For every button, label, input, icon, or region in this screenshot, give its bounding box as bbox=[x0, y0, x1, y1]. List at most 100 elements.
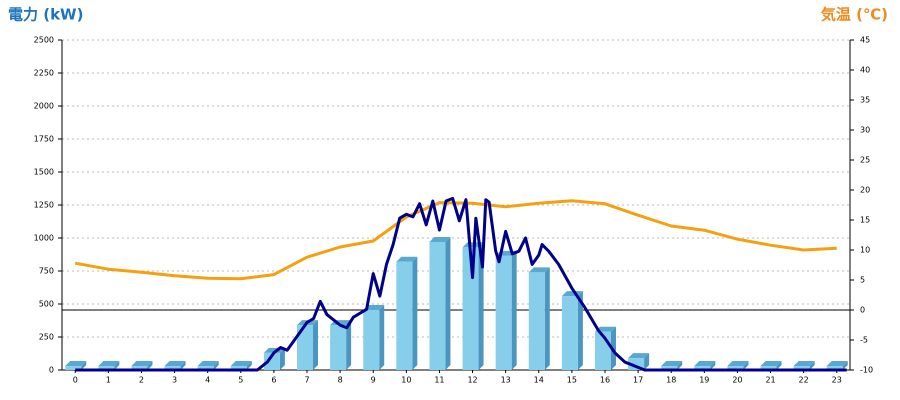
line bbox=[74, 199, 837, 281]
x-tick-label: 11 bbox=[434, 376, 444, 385]
bar-side bbox=[809, 361, 815, 370]
bar bbox=[230, 366, 247, 370]
bar-side bbox=[81, 361, 87, 370]
bar bbox=[396, 261, 413, 370]
x-tick-label: 21 bbox=[765, 376, 775, 385]
bar-side bbox=[379, 304, 385, 370]
x-tick-label: 15 bbox=[567, 376, 577, 385]
bar bbox=[462, 247, 479, 370]
x-tick-label: 18 bbox=[666, 376, 676, 385]
bar-side bbox=[677, 361, 683, 370]
bar bbox=[131, 366, 148, 370]
bar-side bbox=[776, 361, 782, 370]
y2-tick-label: 30 bbox=[860, 126, 870, 135]
bar-top bbox=[760, 361, 782, 367]
x-tick-label: 2 bbox=[139, 376, 144, 385]
y2-tick-label: 40 bbox=[860, 66, 870, 75]
x-tick-label: 9 bbox=[371, 376, 376, 385]
bar bbox=[297, 325, 314, 370]
bar bbox=[661, 366, 678, 370]
y2-tick-label: 10 bbox=[860, 246, 870, 255]
bar bbox=[197, 366, 214, 370]
bar bbox=[694, 366, 711, 370]
bar bbox=[363, 309, 380, 370]
bar-side bbox=[511, 250, 517, 370]
bar-side bbox=[445, 236, 451, 370]
bar-top bbox=[131, 361, 153, 367]
bar bbox=[495, 255, 512, 370]
x-tick-label: 16 bbox=[600, 376, 610, 385]
x-tick-label: 19 bbox=[699, 376, 709, 385]
right-axis-title: 気温 (℃) bbox=[821, 6, 888, 24]
x-tick-label: 23 bbox=[832, 376, 842, 385]
bar bbox=[528, 272, 545, 370]
bar bbox=[429, 241, 446, 370]
bar-side bbox=[313, 320, 319, 370]
y-tick-label: 2250 bbox=[34, 69, 54, 78]
bar-top bbox=[396, 256, 418, 262]
bar-top bbox=[65, 361, 87, 367]
x-tick-label: 1 bbox=[106, 376, 111, 385]
bar bbox=[561, 296, 578, 370]
bar-side bbox=[147, 361, 153, 370]
bar-top bbox=[197, 361, 219, 367]
bar-top bbox=[429, 236, 451, 242]
bar-top bbox=[628, 353, 650, 359]
y-tick-label: 0 bbox=[49, 366, 54, 375]
x-tick-label: 3 bbox=[172, 376, 177, 385]
y2-tick-label: 25 bbox=[860, 156, 870, 165]
bar bbox=[98, 366, 115, 370]
bar-top bbox=[694, 361, 716, 367]
bar-side bbox=[743, 361, 749, 370]
bar bbox=[727, 366, 744, 370]
x-tick-label: 20 bbox=[732, 376, 742, 385]
bar-side bbox=[544, 267, 550, 370]
y2-tick-label: 0 bbox=[860, 306, 865, 315]
bar-side bbox=[213, 361, 219, 370]
bar bbox=[164, 366, 181, 370]
bar bbox=[793, 366, 810, 370]
y-tick-label: 1750 bbox=[34, 135, 54, 144]
bar-side bbox=[279, 347, 285, 370]
bar-top bbox=[164, 361, 186, 367]
x-tick-label: 4 bbox=[205, 376, 210, 385]
y2-tick-label: 45 bbox=[860, 36, 870, 45]
bar bbox=[65, 366, 82, 370]
line bbox=[75, 196, 847, 372]
bar-side bbox=[478, 242, 484, 370]
x-tick-label: 10 bbox=[401, 376, 411, 385]
y-tick-label: 250 bbox=[39, 333, 54, 342]
y-tick-label: 1000 bbox=[34, 234, 54, 243]
bar-side bbox=[842, 361, 848, 370]
x-tick-label: 22 bbox=[799, 376, 809, 385]
y2-tick-label: -5 bbox=[860, 336, 868, 345]
x-tick-label: 12 bbox=[467, 376, 477, 385]
y-tick-label: 1250 bbox=[34, 201, 54, 210]
bar-side bbox=[346, 320, 352, 370]
y2-tick-label: 35 bbox=[860, 96, 870, 105]
bar bbox=[628, 358, 645, 370]
x-tick-label: 5 bbox=[238, 376, 243, 385]
x-tick-label: 0 bbox=[73, 376, 78, 385]
y2-tick-label: 20 bbox=[860, 186, 870, 195]
x-tick-label: 14 bbox=[534, 376, 544, 385]
bar-side bbox=[577, 291, 583, 370]
bar-side bbox=[644, 353, 650, 370]
x-tick-label: 13 bbox=[501, 376, 511, 385]
y-tick-label: 1500 bbox=[34, 168, 54, 177]
bar bbox=[826, 366, 843, 370]
bar bbox=[330, 325, 347, 370]
bar-top bbox=[826, 361, 848, 367]
bar-top bbox=[528, 267, 550, 273]
y-tick-label: 750 bbox=[39, 267, 54, 276]
bar-top bbox=[793, 361, 815, 367]
bar-side bbox=[246, 361, 252, 370]
y-tick-label: 500 bbox=[39, 300, 54, 309]
x-tick-label: 17 bbox=[633, 376, 643, 385]
y-tick-label: 2000 bbox=[34, 102, 54, 111]
bar bbox=[263, 352, 280, 370]
bar-top bbox=[661, 361, 683, 367]
x-tick-label: 6 bbox=[271, 376, 276, 385]
y-tick-label: 2500 bbox=[34, 36, 54, 45]
